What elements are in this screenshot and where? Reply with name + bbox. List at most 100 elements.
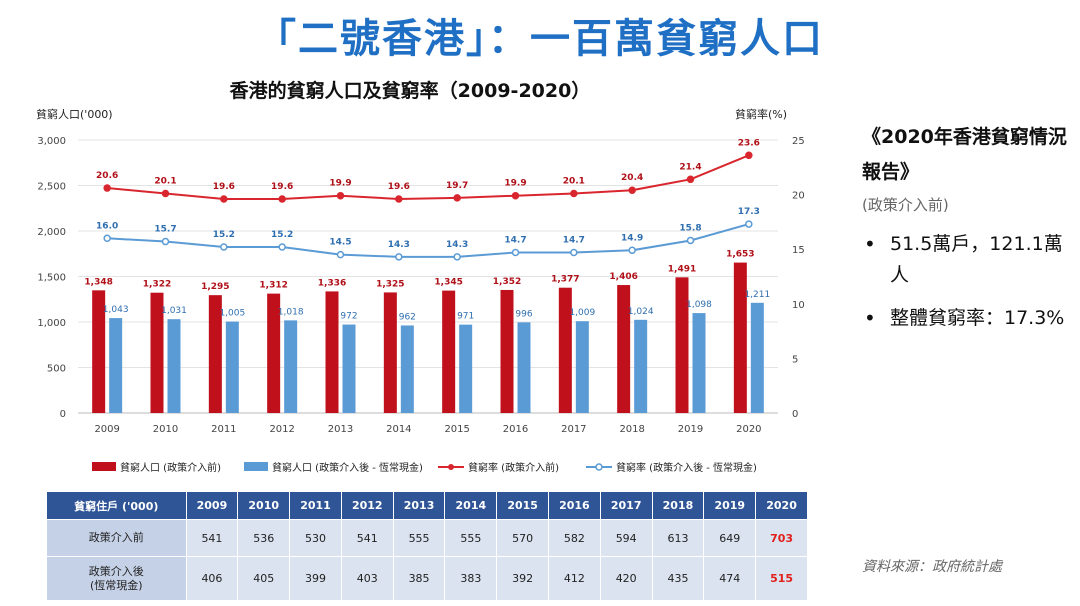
legend-item-post-line: 貧窮率 (政策介入後 - 恆常現金) (586, 459, 757, 474)
bar-label-pre: 1,295 (201, 282, 229, 292)
table-header-year: 2020 (755, 491, 808, 520)
rate-pre-intervention-label: 21.4 (679, 162, 701, 172)
table-cell-highlight: 703 (755, 519, 808, 557)
x-tick-label: 2012 (269, 424, 294, 435)
table-cell: 570 (496, 519, 550, 557)
y-tick-label: 3,000 (37, 136, 66, 147)
rate-pre-intervention-label: 19.6 (271, 182, 293, 192)
x-tick-label: 2013 (328, 424, 353, 435)
rate-pre-intervention-label: 19.7 (446, 181, 468, 191)
rate-pre-intervention-line (107, 154, 750, 200)
rate-post-intervention-point (336, 250, 345, 259)
table-cell: 530 (289, 519, 342, 557)
x-tick-label: 2011 (211, 424, 236, 435)
table-cell: 392 (496, 556, 550, 601)
rate-post-intervention-label: 14.5 (329, 238, 351, 248)
table-row: 政策介入前 541 536 530 541 555 555 570 582 59… (46, 519, 808, 557)
legend-swatch-post-line (586, 462, 612, 471)
bar-post-intervention (575, 321, 589, 413)
rate-post-intervention-label: 14.7 (504, 235, 526, 245)
y2-tick-label: 25 (792, 136, 805, 147)
bar-pre-intervention (617, 285, 631, 413)
rate-pre-intervention-label: 23.6 (738, 138, 760, 148)
legend-label: 貧窮率 (政策介入後 - 恆常現金) (616, 463, 757, 474)
source-note: 資料來源：政府統計處 (862, 559, 1002, 575)
bar-label-post: 1,211 (744, 290, 770, 300)
rate-pre-intervention-point (161, 189, 170, 198)
table-cell: 474 (703, 556, 757, 601)
bar-pre-intervention (150, 292, 164, 413)
rate-pre-intervention-point (745, 151, 753, 160)
table-header-year: 2018 (651, 491, 705, 520)
bar-pre-intervention (733, 262, 747, 413)
table-cell: 649 (703, 519, 757, 557)
rate-pre-intervention-label: 19.6 (388, 182, 410, 192)
table-header-year: 2016 (548, 491, 601, 520)
bar-label-pre: 1,653 (726, 250, 754, 260)
rate-pre-intervention-label: 19.9 (329, 179, 351, 189)
rate-post-intervention-point (395, 253, 403, 261)
table-cell: 385 (392, 556, 446, 601)
legend-item-pre-bar: 貧窮人口 (政策介入前) (92, 459, 221, 474)
rate-post-intervention-label: 14.7 (563, 235, 585, 245)
households-table: 貧窮住戶 ('000) 2009 2010 2011 2012 2013 201… (46, 491, 808, 601)
table-cell-highlight: 515 (755, 556, 808, 601)
rate-pre-intervention-label: 19.6 (213, 182, 235, 192)
bar-post-intervention (342, 324, 356, 413)
y2-tick-label: 15 (792, 245, 805, 256)
rate-post-intervention-point (103, 234, 111, 243)
table-cell: 536 (237, 519, 291, 557)
bar-label-post: 1,043 (103, 305, 129, 315)
rate-post-intervention-label: 15.8 (679, 223, 701, 233)
table-cell: 594 (599, 519, 653, 557)
y-tick-label: 1,000 (37, 318, 66, 329)
table-header-year: 2013 (392, 491, 446, 520)
y-tick-label: 2,500 (37, 182, 66, 193)
bar-pre-intervention (208, 295, 222, 413)
table-header-year: 2009 (185, 491, 239, 520)
rate-post-intervention-label: 14.3 (388, 240, 410, 250)
bar-post-intervention (400, 325, 414, 413)
table-cell: 435 (651, 556, 705, 601)
rate-post-intervention-point (570, 248, 578, 257)
x-tick-label: 2009 (94, 424, 119, 435)
bar-pre-intervention (442, 290, 456, 413)
rate-pre-intervention-point (395, 195, 403, 203)
bar-post-intervention (284, 320, 298, 413)
bar-post-intervention (109, 318, 123, 413)
table-row-label: 政策介入後 (恆常現金) (46, 556, 187, 601)
rate-post-intervention-point (628, 246, 636, 255)
rate-post-intervention-point (745, 220, 753, 228)
summary-bullet-rate: 整體貧窮率：17.3% (862, 303, 1072, 334)
report-note: (政策介入前) (862, 196, 949, 214)
bar-label-post: 1,031 (161, 306, 187, 316)
rate-post-intervention-point (453, 253, 461, 261)
table-cell: 403 (340, 556, 394, 601)
bar-pre-intervention (675, 277, 689, 413)
x-tick-label: 2015 (444, 424, 469, 435)
rate-post-intervention-label: 15.2 (271, 230, 293, 240)
rate-post-intervention-label: 14.3 (446, 240, 468, 250)
rate-pre-intervention-label: 20.1 (563, 177, 585, 187)
table-cell: 383 (444, 556, 498, 601)
bar-post-intervention (517, 322, 531, 413)
y-tick-label: 0 (60, 409, 66, 420)
rate-post-intervention-point (278, 243, 286, 251)
table-cell: 555 (444, 519, 498, 557)
right-axis-label: 貧窮率(%) (735, 108, 788, 121)
legend-swatch-post-bar (244, 462, 268, 471)
x-tick-label: 2014 (386, 424, 411, 435)
rate-pre-intervention-point (278, 195, 286, 203)
y-tick-label: 500 (47, 364, 66, 375)
table-cell: 406 (185, 556, 239, 601)
table-header-label: 貧窮住戶 ('000) (46, 491, 187, 520)
x-tick-label: 2016 (503, 424, 528, 435)
table-header-year: 2011 (289, 491, 342, 520)
bar-label-post: 971 (457, 312, 474, 322)
bar-label-pre: 1,322 (143, 280, 171, 290)
table-cell: 555 (392, 519, 446, 557)
rate-post-intervention-line (107, 223, 750, 258)
left-axis-label: 貧窮人口('000) (36, 108, 113, 121)
y-tick-label: 1,500 (37, 273, 66, 284)
bar-label-post: 1,098 (686, 300, 712, 310)
